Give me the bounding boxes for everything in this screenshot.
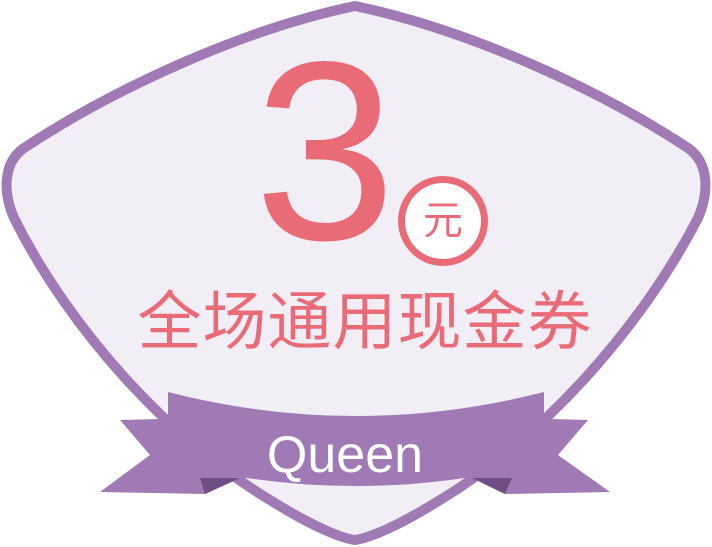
currency-unit: 元 bbox=[405, 183, 481, 259]
coupon-subtitle: 全场通用现金券 bbox=[137, 286, 593, 360]
currency-unit-badge: 元 bbox=[398, 176, 488, 266]
ribbon-left-fold bbox=[200, 478, 240, 494]
brand-name: Queen bbox=[266, 426, 424, 484]
ribbon-band bbox=[168, 392, 544, 486]
ribbon-right-fold bbox=[472, 478, 512, 494]
coupon-amount: 3 bbox=[254, 9, 396, 294]
